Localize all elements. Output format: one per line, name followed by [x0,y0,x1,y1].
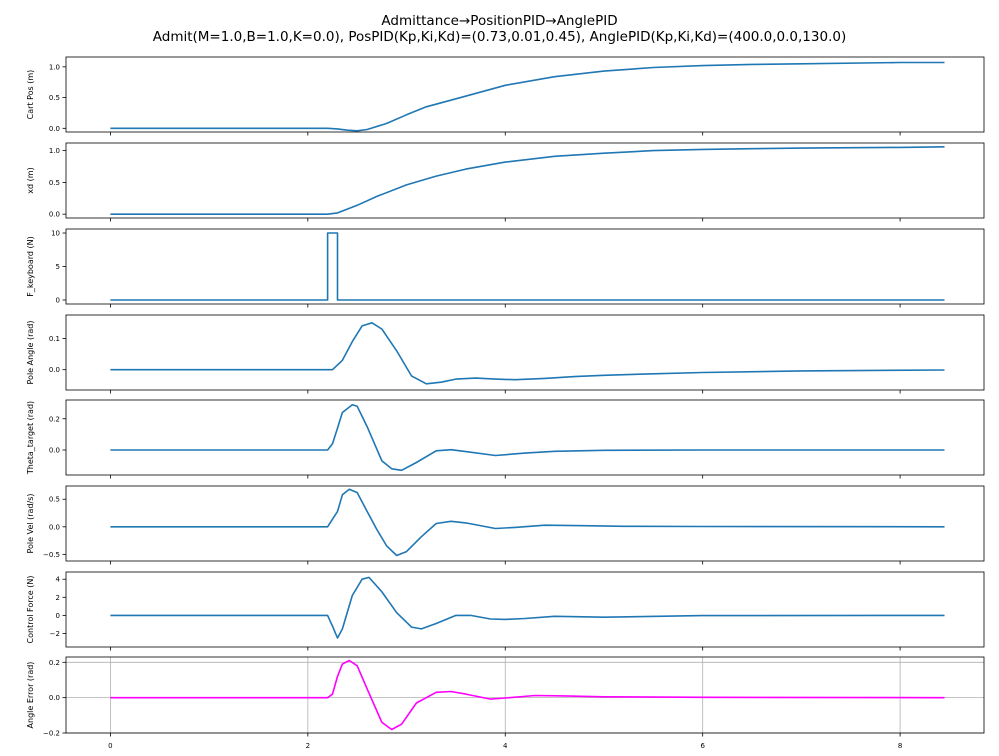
series-line-4 [110,321,945,385]
y-tick-label: 1.0 [49,63,60,71]
y-axis-label: Pole Angle (rad) [26,321,35,385]
axes-frame-8 [65,656,985,734]
axes-frame-4 [65,314,985,391]
y-tick-label: 0.2 [49,659,60,667]
y-tick-label: 2 [56,594,60,602]
y-tick-label: −2 [50,630,60,638]
axes-frame-6 [65,485,985,562]
axes-frame-5 [65,399,985,476]
y-tick-label: 0.5 [49,94,60,102]
series-line-1 [110,61,945,132]
y-tick-label: 1.0 [49,147,60,155]
y-tick-label: 0.0 [49,694,60,702]
series-line-2 [110,146,945,215]
y-tick-label: 4 [56,576,61,584]
y-tick-label: 0.2 [49,415,60,423]
y-tick-label: 0.5 [49,179,60,187]
y-tick-label: 0 [56,296,60,304]
x-tick-label: 8 [898,742,902,750]
axes-frame-2 [65,142,985,219]
x-tick-label: 4 [503,742,508,750]
series-line-8 [110,659,945,731]
y-tick-label: 0.0 [49,447,60,455]
series-line-7 [110,576,945,639]
y-tick-label: −0.5 [43,551,60,559]
y-axis-label: Pole Vel (rad/s) [26,493,35,553]
y-tick-label: 0.0 [49,366,60,374]
x-tick-label: 6 [700,742,705,750]
y-tick-label: −0.2 [43,730,60,738]
series-line-5 [110,403,945,472]
y-tick-label: 0.5 [49,496,60,504]
y-tick-label: 10 [51,230,60,238]
y-axis-label: Control Force (N) [26,576,35,644]
axes-frame-1 [65,56,985,133]
x-tick-label: 2 [306,742,310,750]
y-axis-label: xd (m) [26,167,35,193]
y-axis-label: Theta_target (rad) [26,401,35,475]
y-axis-label: Cart Pos (m) [26,70,35,120]
chart-title-line-2: Admit(M=1.0,B=1.0,K=0.0), PosPID(Kp,Ki,K… [152,29,847,45]
axes-frame-7 [65,571,985,648]
series-line-6 [110,488,945,557]
y-tick-label: 0.0 [49,211,60,219]
y-axis-label: F_keyboard (N) [26,236,35,296]
y-tick-label: 0.1 [49,335,60,343]
y-tick-label: 5 [56,263,60,271]
x-tick-label: 0 [108,742,112,750]
axes-frame-3 [65,228,985,305]
y-axis-label: Angle Error (rad) [26,662,35,729]
series-line-3 [110,232,945,301]
chart-title-line-1: Admittance→PositionPID→AnglePID [381,13,618,29]
y-tick-label: 0.0 [49,125,60,133]
y-tick-label: 0 [56,612,60,620]
y-tick-label: 0.0 [49,523,60,531]
